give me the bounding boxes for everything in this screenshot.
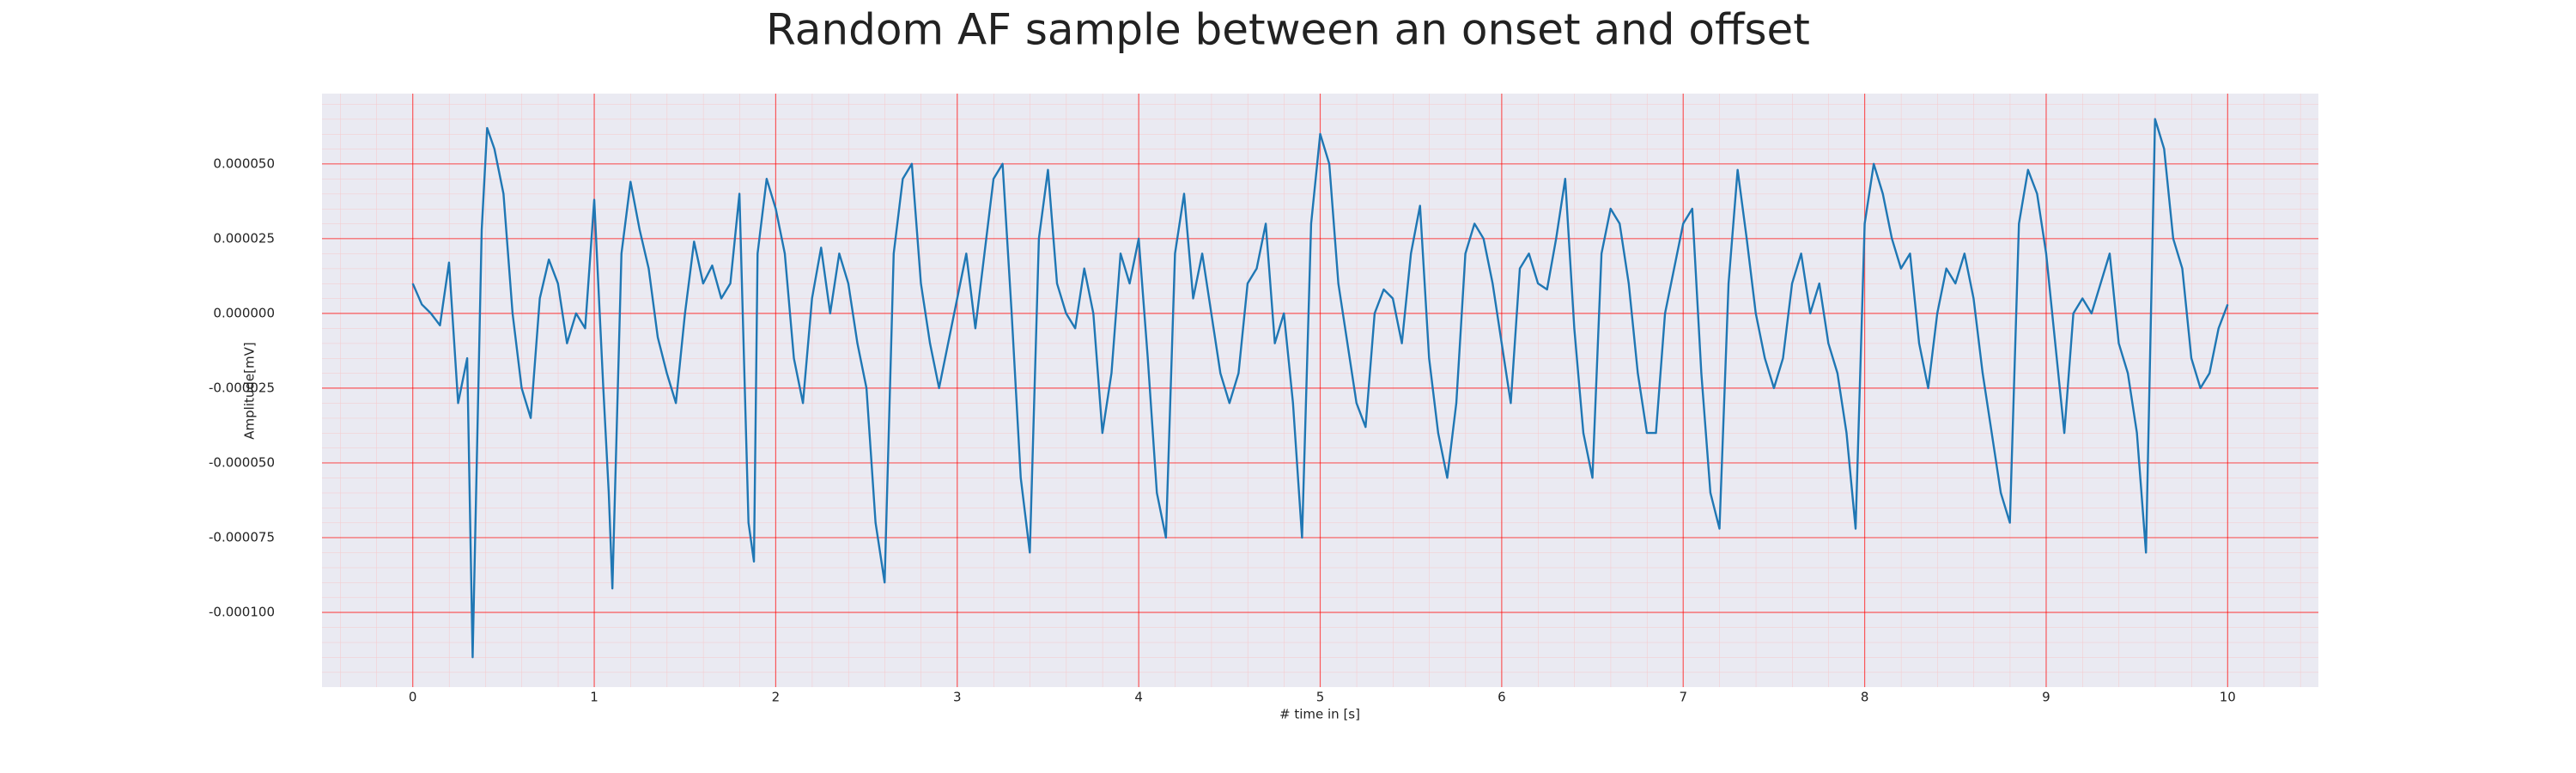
x-tick-label: 2 [772, 690, 781, 705]
y-tick-label: 0.000000 [213, 305, 275, 320]
grid [322, 94, 2318, 687]
y-tick-label: -0.000025 [209, 380, 275, 395]
signal-line [411, 118, 2229, 659]
x-axis-label: # time in [s] [1279, 707, 1360, 722]
y-tick-label: -0.000050 [209, 454, 275, 470]
x-tick-label: 3 [953, 690, 962, 705]
y-tick-label: 0.000050 [213, 155, 275, 171]
x-tick-label: 7 [1679, 690, 1687, 705]
y-tick-label: -0.000075 [209, 529, 275, 545]
y-tick-label: 0.000025 [213, 230, 275, 246]
x-tick-label: 8 [1861, 690, 1869, 705]
plot-area [411, 118, 2229, 659]
x-tick-label: 0 [409, 690, 417, 705]
x-tick-label: 1 [590, 690, 598, 705]
y-tick-label: -0.000100 [209, 604, 275, 619]
x-tick-label: 5 [1316, 690, 1325, 705]
x-tick-label: 6 [1498, 690, 1506, 705]
x-tick-label: 10 [2220, 690, 2236, 705]
y-axis-label: Amplitude[mV] [242, 342, 258, 439]
chart-title: Random AF sample between an onset and of… [766, 5, 1810, 55]
x-tick-label: 4 [1134, 690, 1143, 705]
x-tick-label: 9 [2042, 690, 2050, 705]
